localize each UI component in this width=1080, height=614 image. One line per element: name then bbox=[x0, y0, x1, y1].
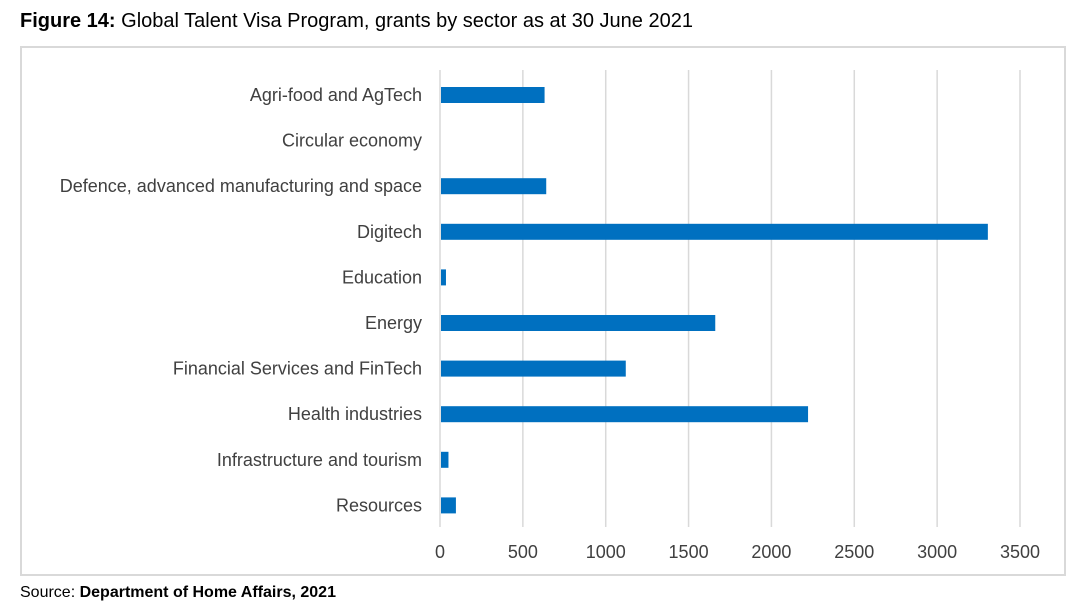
bar bbox=[441, 360, 626, 377]
category-label: Financial Services and FinTech bbox=[173, 359, 422, 379]
bar bbox=[441, 178, 547, 195]
x-tick-label: 2000 bbox=[751, 542, 791, 562]
bar bbox=[441, 497, 456, 514]
x-tick-label: 1500 bbox=[669, 542, 709, 562]
x-tick-label: 2500 bbox=[834, 542, 874, 562]
x-tick-label: 500 bbox=[508, 542, 538, 562]
x-tick-label: 0 bbox=[435, 542, 445, 562]
source-value: Department of Home Affairs, 2021 bbox=[79, 584, 336, 601]
bar bbox=[441, 269, 446, 286]
figure-title: Figure 14: Global Talent Visa Program, g… bbox=[20, 10, 693, 33]
category-label: Digitech bbox=[357, 222, 422, 242]
x-tick-labels: 0 500 1000 1500 2000 2500 3000 3500 bbox=[435, 542, 1040, 562]
chart-frame bbox=[20, 46, 1066, 576]
category-label: Education bbox=[342, 267, 422, 287]
bar bbox=[441, 87, 545, 103]
category-label: Energy bbox=[365, 313, 422, 333]
gridlines bbox=[439, 70, 1021, 527]
category-label: Health industries bbox=[288, 404, 422, 424]
source-label: Source: bbox=[20, 584, 80, 601]
bar bbox=[441, 451, 449, 468]
bar bbox=[441, 406, 809, 423]
figure-label: Figure 14: bbox=[20, 10, 116, 32]
x-tick-label: 3500 bbox=[1000, 542, 1040, 562]
category-label: Resources bbox=[336, 495, 422, 515]
bar bbox=[441, 223, 988, 240]
category-label: Defence, advanced manufacturing and spac… bbox=[60, 176, 422, 196]
bars bbox=[441, 87, 988, 514]
category-label: Circular economy bbox=[282, 131, 422, 151]
figure-title-text: Global Talent Visa Program, grants by se… bbox=[121, 10, 693, 32]
bar bbox=[441, 315, 716, 331]
category-label: Agri-food and AgTech bbox=[250, 85, 422, 105]
x-tick-label: 1000 bbox=[586, 542, 626, 562]
category-labels: Agri-food and AgTech Circular economy Defe… bbox=[60, 85, 422, 515]
source-note: Source: Department of Home Affairs, 2021 bbox=[20, 584, 336, 602]
x-tick-label: 3000 bbox=[917, 542, 957, 562]
category-label: Infrastructure and tourism bbox=[217, 450, 422, 470]
